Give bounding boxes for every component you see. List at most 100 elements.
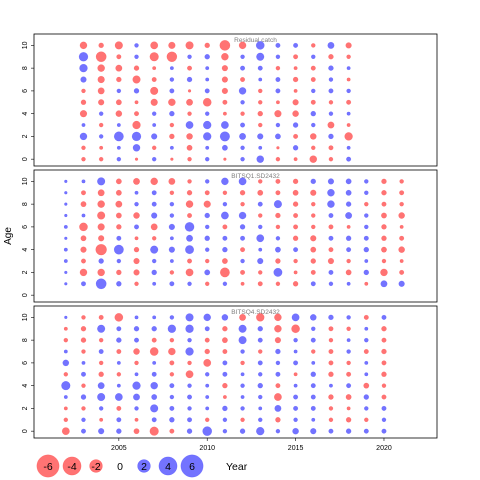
bubble — [151, 133, 158, 140]
bubble — [276, 146, 280, 150]
panel-title: BITSQ1.SD2432 — [231, 173, 280, 180]
bubble — [275, 178, 281, 184]
bubble — [328, 417, 334, 423]
bubble — [152, 66, 157, 71]
bubble — [328, 133, 334, 140]
legend-label: 2 — [141, 461, 147, 473]
bubble — [222, 371, 228, 377]
bubble — [116, 156, 122, 162]
y-tick-label: 0 — [22, 293, 29, 297]
bubble — [257, 88, 263, 94]
bubble — [170, 157, 174, 161]
bubble — [346, 111, 351, 116]
y-axis-title: Age — [3, 227, 14, 245]
bubble — [345, 417, 352, 423]
bubble — [222, 405, 228, 412]
bubble — [257, 372, 263, 377]
bubble — [63, 337, 69, 343]
bubble — [311, 360, 316, 365]
bubble — [151, 269, 157, 276]
bubble — [345, 201, 352, 207]
bubble — [238, 336, 247, 345]
bubble — [346, 383, 352, 389]
bubble — [150, 381, 158, 390]
bubble — [169, 110, 175, 117]
bubble — [169, 337, 175, 343]
y-tick-label: 10 — [22, 313, 29, 321]
bubble — [204, 54, 210, 60]
bubble — [204, 190, 210, 196]
bubble — [398, 212, 405, 219]
bubble — [275, 212, 281, 219]
bubble — [292, 189, 299, 196]
bubble — [381, 405, 387, 411]
bubble — [99, 145, 104, 150]
bubble — [204, 281, 210, 287]
bubble — [257, 189, 264, 196]
bubbles — [61, 313, 387, 436]
bubble — [346, 281, 351, 286]
bubble — [293, 247, 299, 253]
bubble — [346, 224, 351, 229]
bubble — [221, 52, 229, 61]
bubble — [275, 54, 281, 60]
bubble — [275, 88, 281, 94]
bubble — [204, 224, 210, 230]
bubble — [257, 337, 263, 343]
bubble — [275, 224, 281, 230]
bubble — [204, 111, 210, 116]
bubble — [98, 371, 104, 378]
bubble — [239, 428, 246, 434]
bubble — [169, 213, 175, 218]
bubble — [328, 326, 334, 332]
bubble — [133, 177, 140, 185]
bubble — [64, 179, 68, 184]
bubble — [204, 372, 210, 377]
bubble — [381, 258, 387, 264]
bubble — [169, 405, 175, 411]
bubble — [239, 190, 246, 196]
bubble — [98, 235, 105, 242]
bubble — [275, 428, 281, 434]
bubble — [134, 337, 140, 343]
bubble — [166, 51, 178, 63]
bubble — [364, 224, 369, 230]
bubble — [150, 245, 159, 254]
bubble — [64, 315, 68, 320]
bubble — [293, 360, 299, 366]
bubble — [98, 314, 104, 320]
bubble — [328, 314, 334, 321]
bubble — [328, 65, 334, 71]
bubble — [328, 360, 334, 366]
bubble — [364, 417, 369, 423]
y-tick-label: 4 — [22, 384, 29, 388]
bubble — [134, 224, 140, 230]
bubble — [79, 110, 88, 118]
bubble — [81, 383, 86, 388]
bubble — [187, 54, 192, 60]
bubble — [97, 177, 106, 186]
bubble — [187, 383, 192, 388]
bubble — [132, 120, 141, 130]
bubble — [380, 268, 388, 277]
y-tick-label: 10 — [22, 177, 29, 185]
bubble — [327, 257, 335, 265]
bubble — [113, 244, 124, 255]
bubble — [134, 360, 139, 366]
bubble — [149, 52, 159, 62]
bubble — [114, 313, 124, 322]
bubble — [240, 100, 245, 105]
bubble — [187, 417, 193, 423]
bubble — [328, 224, 334, 230]
bubble — [257, 201, 263, 207]
y-tick-label: 2 — [22, 406, 29, 410]
bubble — [346, 258, 351, 264]
bubble — [364, 190, 369, 196]
bubble — [363, 235, 369, 241]
bubble — [240, 349, 245, 354]
bubble — [364, 337, 369, 343]
bubble — [240, 111, 245, 116]
bubble — [80, 235, 87, 242]
bubble — [133, 428, 140, 435]
bubble — [275, 77, 281, 83]
